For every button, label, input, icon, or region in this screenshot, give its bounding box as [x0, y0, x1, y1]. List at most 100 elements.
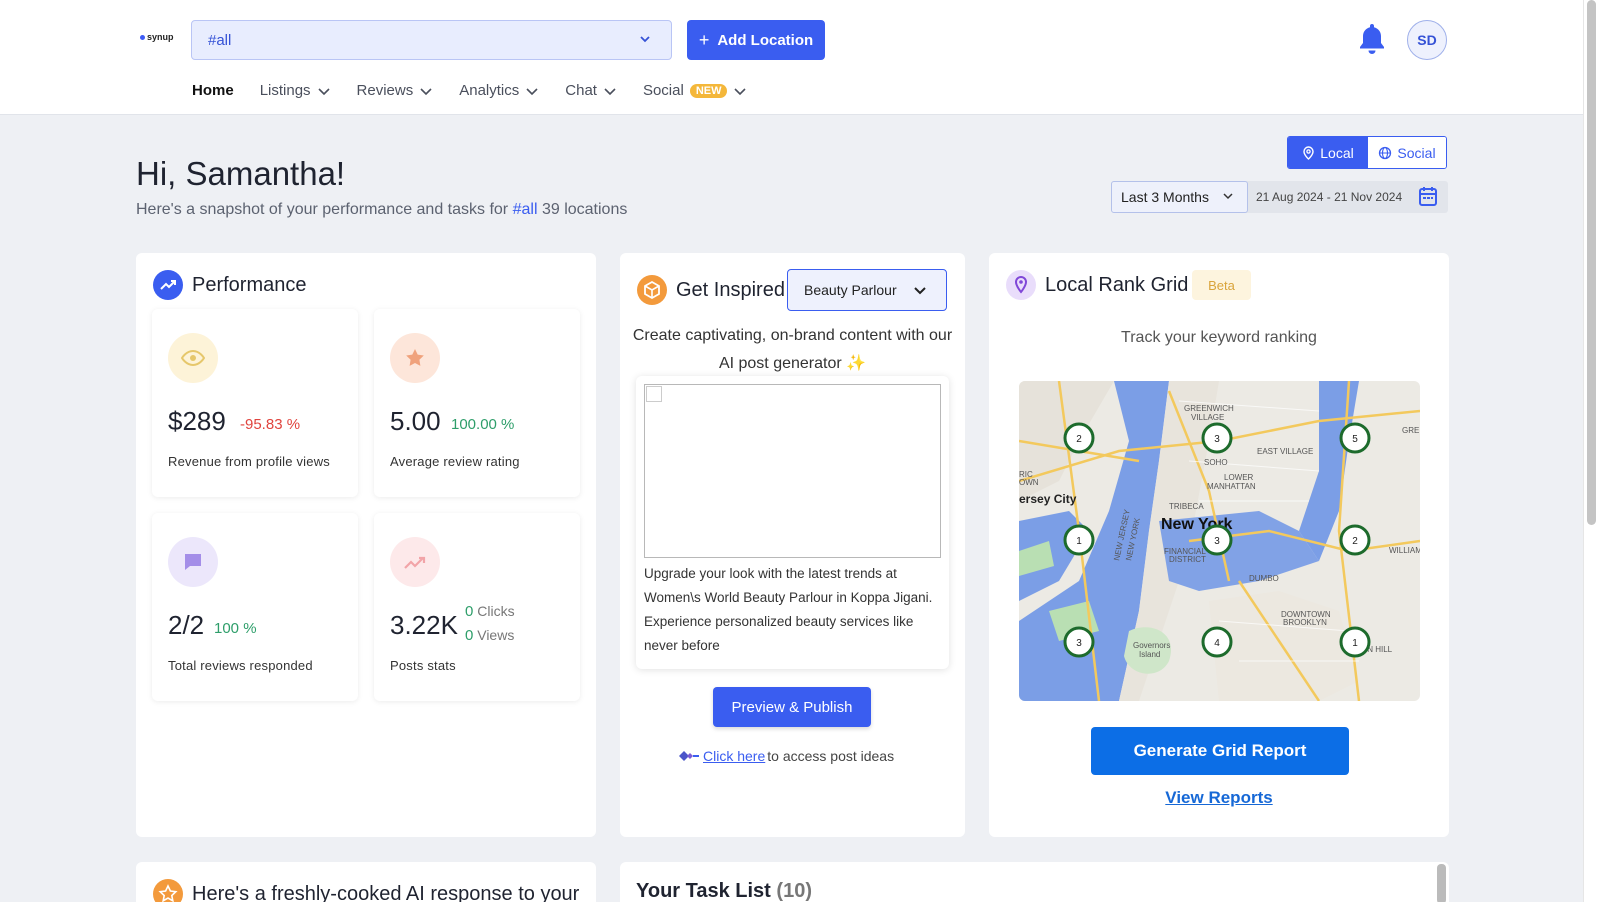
date-preset-select[interactable]: Last 3 Months: [1111, 181, 1248, 213]
nav-chat[interactable]: Chat: [565, 82, 617, 99]
toggle-social[interactable]: Social: [1368, 137, 1446, 168]
svg-text:WILLIAMS: WILLIAMS: [1389, 546, 1420, 555]
svg-text:3: 3: [1214, 536, 1220, 547]
post-image: [644, 384, 941, 558]
location-select[interactable]: #all: [191, 20, 672, 60]
ai-response-card: Here's a freshly-cooked AI response to y…: [136, 862, 596, 902]
synup-logo[interactable]: synup: [140, 32, 174, 42]
click-here-link[interactable]: Click here: [703, 748, 766, 764]
svg-text:GREENWICH: GREENWICH: [1184, 404, 1234, 413]
svg-text:GRE: GRE: [1402, 426, 1419, 435]
nav-reviews[interactable]: Reviews: [357, 82, 434, 99]
beta-badge: Beta: [1192, 270, 1251, 300]
svg-text:DUMBO: DUMBO: [1249, 574, 1279, 583]
metric-reviews-responded[interactable]: 2/2 100 % Total reviews responded: [152, 513, 358, 701]
svg-text:3: 3: [1076, 638, 1082, 649]
task-list-scrollbar[interactable]: [1437, 864, 1446, 902]
trend-up-icon: [390, 537, 440, 587]
rank-pin: 5: [1339, 422, 1371, 454]
chevron-down-icon: [526, 87, 538, 95]
map-graphic: GREENWICH VILLAGE EAST VILLAGE SOHO LOWE…: [1019, 381, 1420, 701]
star-icon: [390, 333, 440, 383]
svg-text:SOHO: SOHO: [1204, 458, 1228, 467]
page-scrollbar-thumb[interactable]: [1587, 0, 1596, 525]
chat-bubble-icon: [168, 537, 218, 587]
svg-text:OWN: OWN: [1019, 478, 1039, 487]
generate-grid-report-button[interactable]: Generate Grid Report: [1091, 727, 1349, 775]
bell-icon[interactable]: [1357, 22, 1387, 56]
calendar-icon[interactable]: [1418, 185, 1438, 207]
rank-pin: 1: [1339, 626, 1371, 658]
location-select-value: #all: [208, 32, 232, 49]
location-pin-icon: [1303, 145, 1314, 160]
svg-text:MANHATTAN: MANHATTAN: [1207, 482, 1256, 491]
add-location-button[interactable]: + Add Location: [687, 20, 825, 60]
trend-up-icon: [153, 270, 183, 300]
user-avatar[interactable]: SD: [1407, 20, 1447, 60]
plus-icon: +: [698, 29, 710, 50]
toggle-local[interactable]: Local: [1288, 137, 1368, 168]
task-list-card: Your Task List (10): [620, 862, 1449, 902]
ai-sparkle-icon: [679, 751, 699, 761]
inspired-description: Create captivating, on-brand content wit…: [632, 327, 953, 372]
svg-text:3: 3: [1214, 434, 1220, 445]
nav-listings[interactable]: Listings: [260, 82, 331, 99]
rank-pin: 1: [1063, 524, 1095, 556]
nav-home[interactable]: Home: [192, 82, 234, 99]
view-toggle: Local Social: [1287, 136, 1447, 169]
chevron-down-icon: [604, 87, 616, 95]
svg-text:2: 2: [1352, 536, 1358, 547]
preview-publish-button[interactable]: Preview & Publish: [713, 687, 871, 727]
posts-views: 0 Views: [465, 627, 515, 644]
rank-pin: 3: [1201, 524, 1233, 556]
rank-pin: 4: [1201, 626, 1233, 658]
post-ideas-line: Click here to access post ideas: [677, 748, 894, 764]
svg-text:VILLAGE: VILLAGE: [1191, 413, 1224, 422]
performance-card: Performance $289 -95.83 % Revenue from p…: [136, 253, 596, 837]
map-pin-icon: [1006, 270, 1036, 300]
ai-response-title: Here's a freshly-cooked AI response to y…: [192, 883, 580, 902]
new-badge: NEW: [689, 83, 728, 98]
svg-text:1: 1: [1076, 536, 1082, 547]
date-range-text: 21 Aug 2024 - 21 Nov 2024: [1256, 190, 1403, 204]
chevron-down-icon: [734, 87, 747, 95]
nav-analytics[interactable]: Analytics: [459, 82, 539, 99]
post-text: Upgrade your look with the latest trends…: [644, 566, 933, 653]
svg-text:Governors: Governors: [1133, 641, 1170, 650]
svg-text:ersey City: ersey City: [1019, 492, 1077, 506]
nav-social[interactable]: Social NEW: [643, 82, 748, 99]
top-bar: synup #all + Add Location SD Home Listin…: [0, 0, 1583, 115]
chevron-down-icon: [317, 87, 330, 95]
task-list-title: Your Task List (10): [636, 880, 812, 902]
svg-text:DOWNTOWN: DOWNTOWN: [1281, 610, 1331, 619]
globe-icon: [1379, 146, 1392, 159]
view-reports-link[interactable]: View Reports: [1165, 788, 1273, 807]
metric-posts[interactable]: 3.22K 0 Clicks 0 Views Posts stats: [374, 513, 580, 701]
chevron-down-icon: [914, 287, 926, 295]
svg-text:2: 2: [1076, 434, 1082, 445]
svg-text:LOWER: LOWER: [1224, 473, 1254, 482]
post-preview-card[interactable]: Upgrade your look with the latest trends…: [636, 376, 949, 669]
rank-pin: 2: [1063, 422, 1095, 454]
metric-revenue[interactable]: $289 -95.83 % Revenue from profile views: [152, 309, 358, 497]
eye-icon: [168, 333, 218, 383]
category-select[interactable]: Beauty Parlour: [787, 269, 947, 311]
metric-rating[interactable]: 5.00 100.00 % Average review rating: [374, 309, 580, 497]
rank-pin: 3: [1063, 626, 1095, 658]
rank-pin: 2: [1339, 524, 1371, 556]
svg-text:EAST VILLAGE: EAST VILLAGE: [1257, 447, 1313, 456]
sparkle-icon: ✨: [846, 355, 867, 372]
posts-clicks: 0 Clicks: [465, 603, 515, 620]
svg-text:RIC: RIC: [1019, 470, 1033, 479]
svg-text:1: 1: [1352, 638, 1358, 649]
broken-image-icon: [646, 386, 662, 402]
local-rank-grid-card: Local Rank Grid Beta Track your keyword …: [989, 253, 1449, 837]
svg-text:FINANCIAL: FINANCIAL: [1164, 547, 1206, 556]
chevron-down-icon: [640, 36, 650, 43]
svg-text:TRIBECA: TRIBECA: [1169, 502, 1204, 511]
svg-text:5: 5: [1352, 434, 1358, 445]
location-tag: #all: [512, 201, 538, 218]
rank-map[interactable]: GREENWICH VILLAGE EAST VILLAGE SOHO LOWE…: [1019, 381, 1420, 701]
greeting-title: Hi, Samantha!: [136, 155, 346, 192]
svg-text:DISTRICT: DISTRICT: [1169, 555, 1206, 564]
